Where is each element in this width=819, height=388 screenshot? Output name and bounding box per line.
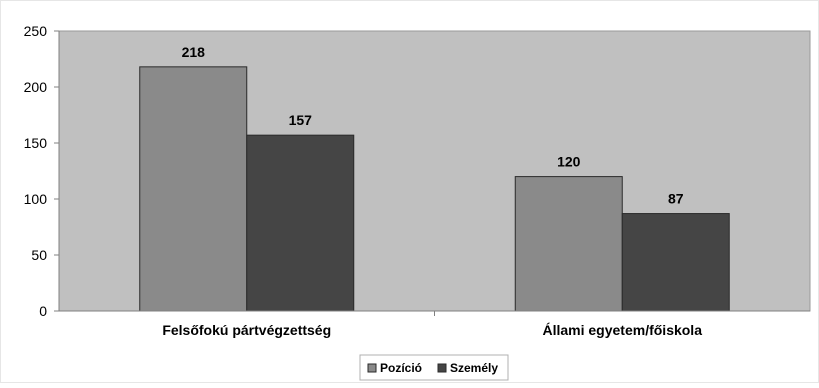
legend: Pozíció Személy bbox=[359, 354, 509, 381]
x-category-label: Állami egyetem/főiskola bbox=[542, 322, 702, 338]
bar bbox=[246, 134, 355, 312]
y-tick-label: 150 bbox=[24, 135, 48, 151]
data-label: 218 bbox=[182, 44, 206, 60]
y-tick-label: 100 bbox=[24, 191, 48, 207]
legend-swatch bbox=[437, 363, 447, 373]
y-tick-label: 0 bbox=[39, 303, 47, 319]
legend-label: Pozíció bbox=[380, 361, 422, 375]
bar bbox=[139, 66, 248, 312]
bar bbox=[621, 213, 730, 312]
legend-label: Személy bbox=[450, 361, 498, 375]
y-tick-label: 250 bbox=[24, 23, 48, 39]
data-label: 157 bbox=[289, 112, 313, 128]
value-labels: 218 157 120 87 bbox=[182, 44, 684, 207]
y-tick-label: 200 bbox=[24, 79, 48, 95]
x-axis: Felsőfokú pártvégzettség Állami egyetem/f… bbox=[59, 310, 810, 338]
legend-swatch bbox=[367, 363, 377, 373]
x-category-label: Felsőfokú pártvégzettség bbox=[162, 322, 331, 338]
bars bbox=[139, 66, 730, 312]
bar bbox=[514, 176, 623, 312]
data-label: 87 bbox=[668, 191, 684, 207]
y-tick-label: 50 bbox=[31, 247, 47, 263]
legend-box bbox=[359, 354, 509, 381]
data-label: 120 bbox=[557, 154, 581, 170]
y-axis: 0 50 100 150 200 250 bbox=[24, 23, 60, 319]
